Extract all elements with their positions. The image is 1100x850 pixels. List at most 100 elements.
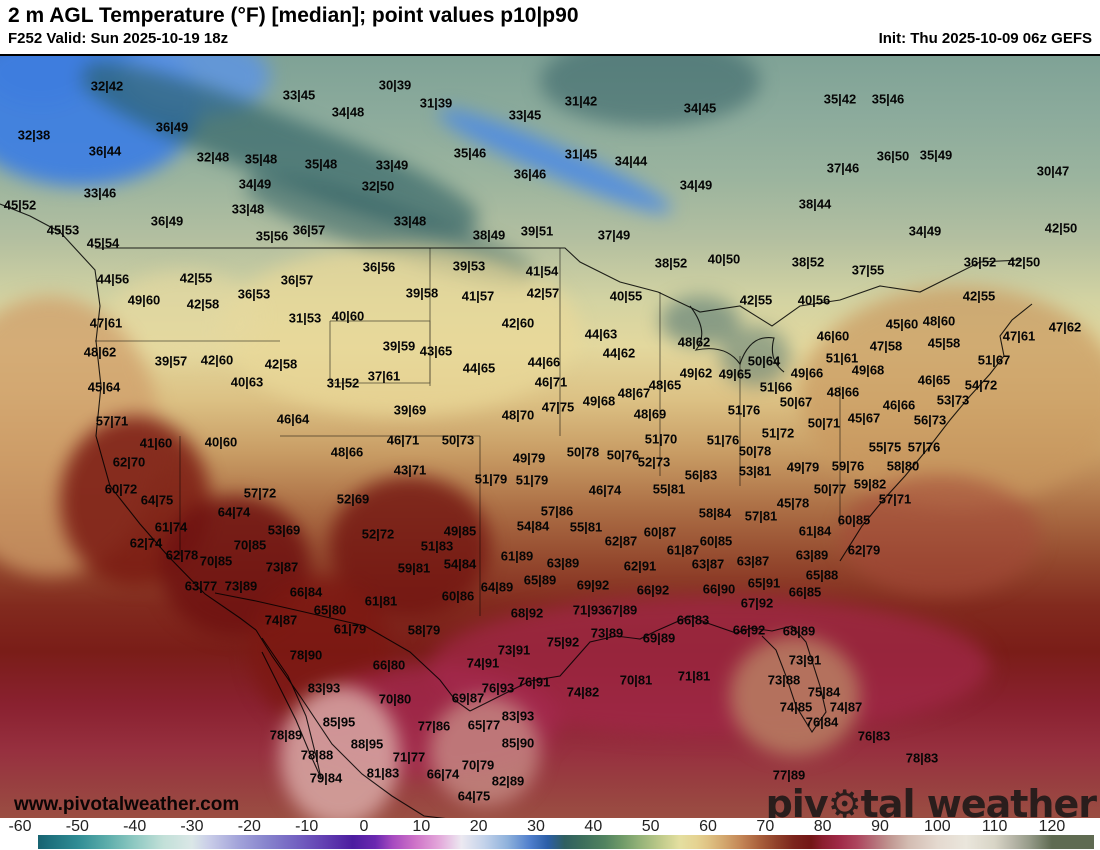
point-value: 74|87	[264, 612, 298, 628]
point-value: 52|72	[361, 526, 395, 542]
point-value: 35|42	[823, 91, 857, 107]
colorbar-tick-label: 60	[699, 818, 717, 835]
colorbar-tick-label: 0	[359, 818, 369, 835]
point-value: 42|60	[501, 315, 535, 331]
point-value: 78|88	[300, 747, 334, 763]
point-value: 40|56	[797, 292, 831, 308]
point-value: 31|39	[419, 95, 453, 111]
point-value: 45|78	[776, 495, 810, 511]
point-value: 79|84	[309, 770, 343, 786]
point-value: 61|84	[798, 523, 832, 539]
point-value: 49|66	[790, 365, 824, 381]
point-value: 36|53	[237, 286, 271, 302]
point-value: 46|66	[882, 397, 916, 413]
point-value: 33|45	[282, 87, 316, 103]
point-value: 60|85	[699, 533, 733, 549]
point-value: 66|74	[426, 766, 460, 782]
point-value: 66|80	[372, 657, 406, 673]
point-value: 55|81	[569, 519, 603, 535]
point-value: 52|73	[637, 454, 671, 470]
point-value: 47|58	[869, 338, 903, 354]
borders-overlay	[0, 203, 1033, 820]
point-value: 54|84	[516, 518, 550, 534]
point-value: 71|77	[392, 749, 426, 765]
point-value: 57|76	[907, 439, 941, 455]
point-value: 65|77	[467, 717, 501, 733]
point-value: 66|92	[636, 582, 670, 598]
colorbar-tick-label: 40	[584, 818, 603, 835]
point-value: 44|62	[602, 345, 636, 361]
point-value: 30|39	[378, 77, 412, 93]
point-value: 51|76	[706, 432, 740, 448]
point-value: 75|84	[807, 684, 841, 700]
point-value: 69|89	[642, 630, 676, 646]
point-value: 39|53	[452, 258, 486, 274]
point-value: 42|57	[526, 285, 560, 301]
point-value: 46|60	[816, 328, 850, 344]
point-value: 35|46	[871, 91, 905, 107]
colorbar-tick-label: 30	[527, 818, 545, 835]
colorbar-tick-label: -10	[295, 818, 319, 835]
point-value: 45|53	[46, 222, 80, 238]
point-value: 35|48	[304, 156, 338, 172]
point-value: 74|82	[566, 684, 600, 700]
point-value: 35|48	[244, 151, 278, 167]
logo-text-right: tal weather	[860, 782, 1097, 820]
point-value: 33|49	[375, 157, 409, 173]
point-value: 41|60	[139, 435, 173, 451]
colorbar	[38, 835, 1094, 849]
point-value: 63|87	[691, 556, 725, 572]
point-value: 70|85	[233, 537, 267, 553]
point-value: 56|83	[684, 467, 718, 483]
point-value: 68|92	[510, 605, 544, 621]
point-value: 49|85	[443, 523, 477, 539]
point-value: 50|64	[747, 353, 781, 369]
point-value: 46|71	[386, 432, 420, 448]
point-value: 68|89	[782, 623, 816, 639]
point-value: 45|54	[86, 235, 120, 251]
point-value: 41|54	[525, 263, 559, 279]
point-value: 51|67	[977, 352, 1011, 368]
point-value: 55|75	[868, 439, 902, 455]
colorbar-footer: -60 -50 -40 -30 -20 -10 0 10 20 30 40 50 60 70 80 90 100…	[0, 818, 1100, 850]
point-value: 48|65	[648, 377, 682, 393]
colorbar-tick-label: -60	[8, 818, 32, 835]
point-value: 50|67	[779, 394, 813, 410]
point-value: 31|45	[564, 146, 598, 162]
point-value: 58|84	[698, 505, 732, 521]
point-value: 66|85	[788, 584, 822, 600]
point-value: 44|65	[462, 360, 496, 376]
point-value: 61|87	[666, 542, 700, 558]
colorbar-tick-label: 100	[923, 818, 951, 835]
point-value: 49|68	[851, 362, 885, 378]
colorbar-tick-label: -20	[237, 818, 261, 835]
point-value: 81|83	[366, 765, 400, 781]
point-value: 47|75	[541, 399, 575, 415]
point-value: 48|70	[501, 407, 535, 423]
point-value: 32|38	[17, 127, 51, 143]
point-value: 38|49	[472, 227, 506, 243]
point-value: 62|70	[112, 454, 146, 470]
point-value: 65|91	[747, 575, 781, 591]
point-value: 36|44	[88, 143, 122, 159]
point-value: 78|83	[905, 750, 939, 766]
point-value: 36|49	[155, 119, 189, 135]
colorbar-tick-label: 80	[813, 818, 832, 835]
point-value: 51|79	[474, 471, 508, 487]
point-value: 37|46	[826, 160, 860, 176]
point-value: 64|75	[140, 492, 174, 508]
point-value: 53|81	[738, 463, 772, 479]
point-value: 76|91	[517, 674, 551, 690]
point-value: 74|85	[779, 699, 813, 715]
point-value: 48|62	[83, 344, 117, 360]
point-value: 42|50	[1044, 220, 1078, 236]
point-value: 37|49	[597, 227, 631, 243]
point-value: 54|84	[443, 556, 477, 572]
point-value: 61|79	[333, 621, 367, 637]
point-value: 33|48	[393, 213, 427, 229]
point-value: 69|92	[576, 577, 610, 593]
point-value: 50|78	[738, 443, 772, 459]
point-value: 43|65	[419, 343, 453, 359]
point-value: 32|42	[90, 78, 124, 94]
point-value: 70|81	[619, 672, 653, 688]
